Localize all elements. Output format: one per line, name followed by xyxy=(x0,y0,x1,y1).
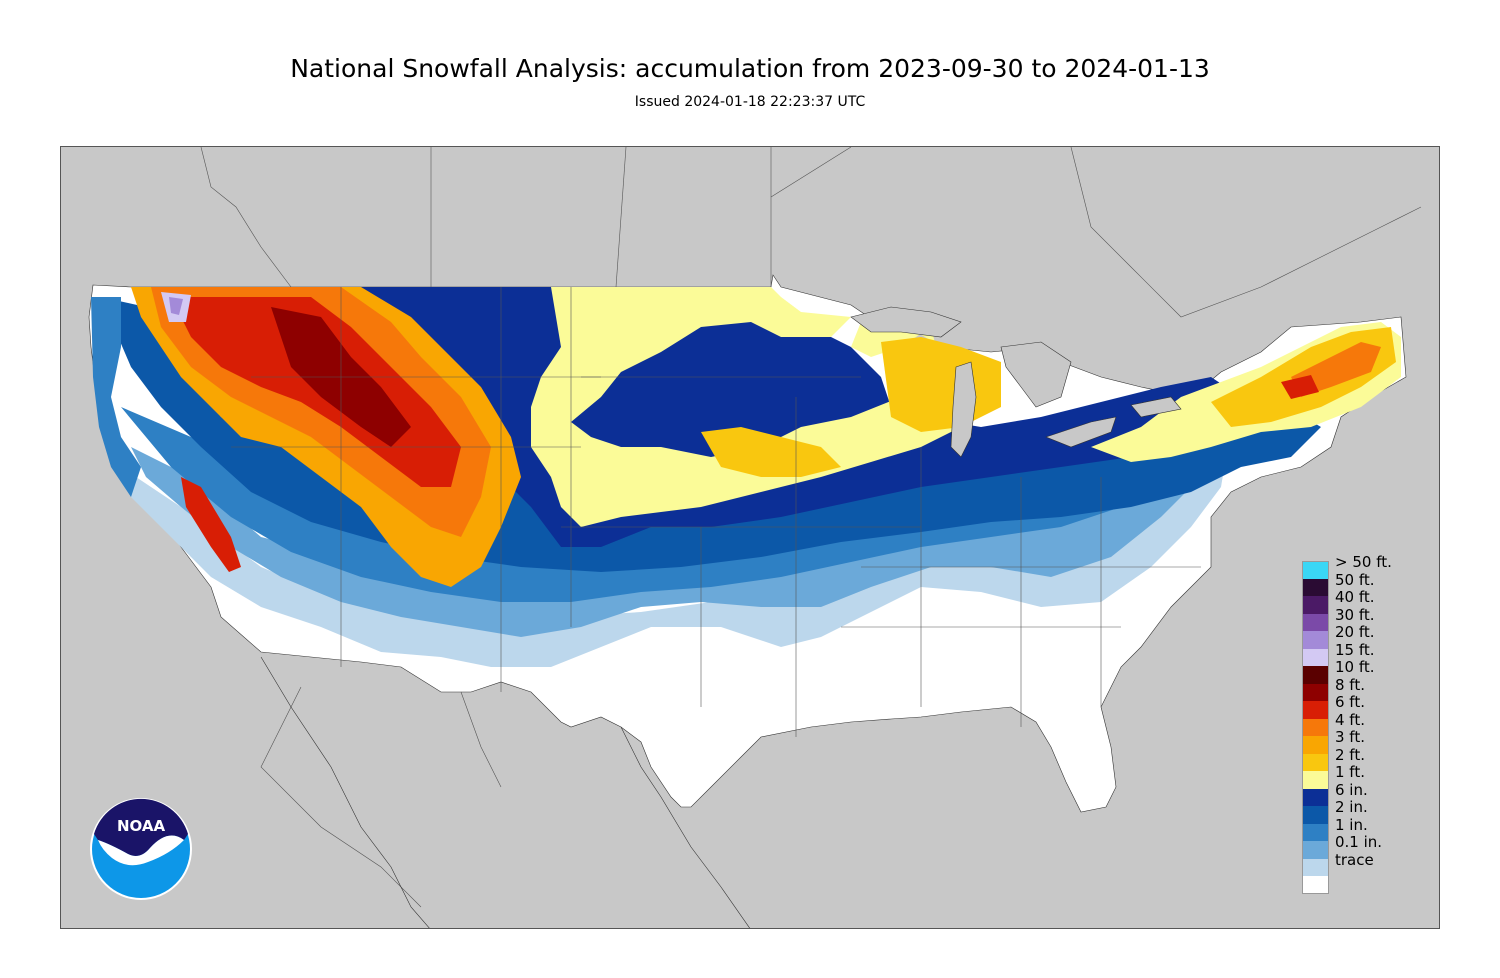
legend-swatch xyxy=(1302,841,1329,859)
snow-band-2ft-plains xyxy=(701,427,841,477)
legend-swatch xyxy=(1302,683,1329,701)
snow-band-20ft-west xyxy=(169,297,183,315)
lake-superior xyxy=(850,306,962,338)
legend-swatch xyxy=(1302,858,1329,876)
legend-swatch xyxy=(1302,788,1329,806)
legend-label: trace xyxy=(1335,850,1374,869)
legend-label: 6 ft. xyxy=(1335,693,1365,711)
legend-swatch xyxy=(1302,701,1329,719)
legend-label: 4 ft. xyxy=(1335,710,1365,729)
noaa-logo-icon: NOAA xyxy=(90,798,192,900)
legend-swatch xyxy=(1302,736,1329,754)
legend-label: 2 ft. xyxy=(1335,745,1365,764)
legend-swatch xyxy=(1302,771,1329,789)
legend-label: 0.1 in. xyxy=(1335,833,1383,851)
legend-label: > 50 ft. xyxy=(1335,553,1392,571)
legend-swatch xyxy=(1302,823,1329,841)
legend-swatch xyxy=(1302,631,1329,649)
snow-band-sierra xyxy=(181,477,241,572)
gulf-coastline xyxy=(620,726,750,928)
map-canvas xyxy=(61,147,1439,928)
lake-ontario xyxy=(1130,396,1182,418)
legend-swatch xyxy=(1302,613,1329,631)
snowfall-map[interactable] xyxy=(60,146,1440,929)
map-title: National Snowfall Analysis: accumulation… xyxy=(290,54,1210,83)
legend-swatch xyxy=(1302,806,1329,824)
legend-label: 15 ft. xyxy=(1335,640,1375,659)
legend-swatch xyxy=(1302,578,1329,596)
border-lines xyxy=(200,147,1422,908)
lake-erie xyxy=(1045,416,1117,448)
snow-band-6ft-ne xyxy=(1281,375,1319,399)
snow-band-1ft xyxy=(531,287,991,527)
baja-coastline xyxy=(260,656,430,928)
legend-label: 8 ft. xyxy=(1335,675,1365,694)
legend-label: 6 in. xyxy=(1335,780,1368,799)
legend-swatch xyxy=(1302,876,1329,894)
noaa-logo-text: NOAA xyxy=(117,817,166,835)
legend-label: 1 ft. xyxy=(1335,763,1365,781)
legend-label: 10 ft. xyxy=(1335,658,1375,676)
legend-label: 1 in. xyxy=(1335,815,1368,834)
lake-michigan xyxy=(950,361,977,458)
legend-swatch xyxy=(1302,666,1329,684)
lake-huron xyxy=(1000,341,1072,408)
legend-label: 30 ft. xyxy=(1335,605,1375,624)
legend-label: 2 in. xyxy=(1335,798,1368,816)
legend-swatch xyxy=(1302,718,1329,736)
legend-label: 3 ft. xyxy=(1335,728,1365,746)
legend-swatch xyxy=(1302,753,1329,771)
issued-timestamp: Issued 2024-01-18 22:23:37 UTC xyxy=(634,94,866,110)
legend-swatch xyxy=(1302,561,1329,579)
legend-label: 50 ft. xyxy=(1335,570,1375,589)
snow-band-pacific xyxy=(91,297,141,497)
legend-swatch xyxy=(1302,648,1329,666)
legend-swatch xyxy=(1302,596,1329,614)
legend-label: 40 ft. xyxy=(1335,588,1375,606)
legend-label: 20 ft. xyxy=(1335,623,1375,641)
